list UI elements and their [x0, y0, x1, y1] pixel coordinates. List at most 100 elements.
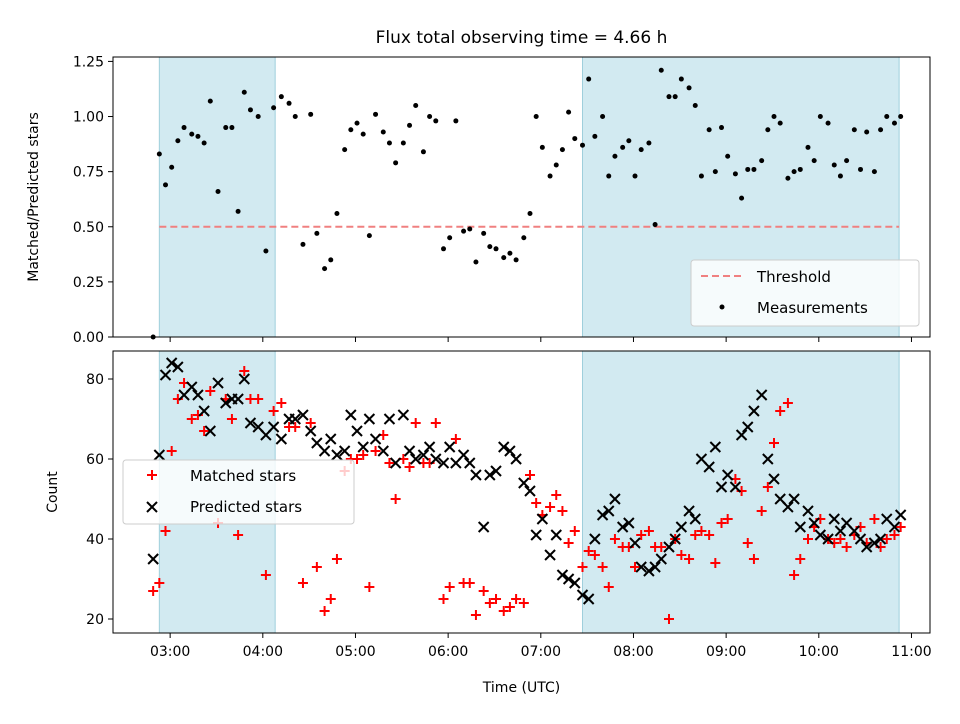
measurement-point: [328, 257, 334, 263]
predicted-star-point: [524, 485, 536, 497]
matched-star-point: [384, 458, 395, 468]
predicted-star-point-b: [840, 517, 853, 529]
predicted-star-point: [675, 521, 688, 533]
predicted-star-point: [267, 421, 280, 433]
matched-star-point: [643, 526, 654, 536]
predicted-star-point-b: [768, 473, 780, 485]
predicted-star-point-b: [544, 549, 556, 561]
predicted-star-point: [683, 505, 695, 517]
measurement-point: [626, 138, 632, 144]
matched-star-point: [154, 578, 165, 588]
predicted-star-point-b: [304, 425, 317, 437]
matched-star-point: [352, 454, 363, 464]
predicted-star-point-b: [297, 409, 309, 421]
predicted-star-point: [582, 593, 595, 605]
measurement-point: [493, 246, 499, 252]
predicted-star-point: [794, 521, 806, 533]
predicted-star-point-b: [417, 449, 430, 461]
predicted-star-point: [383, 413, 396, 425]
predicted-star-point: [669, 533, 681, 545]
predicted-star-point-b: [562, 573, 575, 585]
predicted-star-point: [275, 433, 288, 445]
predicted-star-point-b: [423, 441, 436, 453]
predicted-star-point: [232, 393, 244, 405]
predicted-star-point: [377, 445, 389, 457]
predicted-star-point: [409, 453, 422, 465]
predicted-star-point: [530, 529, 542, 541]
measurement-point: [777, 120, 783, 126]
ratio-axes-frame: [112, 56, 931, 338]
predicted-star-point-b: [669, 533, 681, 545]
count-panel: 20 40 60 80 03:00 04:00 05:00 06:00 07:00 08:00 0…: [45, 350, 932, 696]
observing-span-1: [158, 56, 276, 338]
measurement-point: [386, 140, 392, 146]
matched-star-point: [690, 530, 701, 540]
matched-star-point: [331, 554, 342, 564]
predicted-star-point-b: [721, 469, 734, 481]
matched-star-point: [239, 366, 250, 376]
predicted-star-point-b: [848, 525, 861, 537]
predicted-star-point: [635, 561, 647, 573]
count-ytick-label: 40: [86, 532, 104, 548]
measurement-point: [453, 118, 459, 124]
measurement-point: [672, 94, 678, 100]
predicted-star-point-b: [524, 485, 536, 497]
predicted-star-point-b: [220, 397, 232, 409]
predicted-star-point-b: [822, 533, 834, 545]
predicted-star-point: [484, 469, 496, 481]
predicted-star-point: [498, 441, 510, 453]
predicted-star-point: [689, 513, 701, 525]
predicted-star-point-b: [881, 513, 893, 525]
measurement-point: [751, 166, 757, 172]
predicted-star-point-b: [582, 593, 595, 605]
measurement-point: [513, 257, 519, 263]
predicted-star-point: [616, 521, 629, 533]
predicted-star-point: [629, 537, 641, 549]
predicted-star-point-b: [828, 513, 840, 525]
matched-star-point: [756, 506, 767, 516]
matched-star-point: [769, 438, 780, 448]
measurement-point: [156, 151, 162, 157]
predicted-star-point-b: [655, 553, 667, 565]
predicted-star-point: [504, 445, 516, 457]
matched-star-point: [511, 594, 522, 604]
predicted-star-point-b: [860, 541, 873, 553]
predicted-star-point: [822, 533, 834, 545]
measurement-point: [447, 235, 453, 241]
matched-star-point: [551, 490, 562, 500]
predicted-star-point-b: [383, 413, 396, 425]
matched-star-point: [636, 530, 647, 540]
predicted-star-point: [748, 405, 760, 417]
measurement-point: [686, 85, 692, 91]
predicted-star-point: [186, 381, 198, 393]
measurement-point: [884, 114, 890, 120]
count-xtick-label: 09:00: [706, 644, 746, 660]
predicted-star-point-b: [147, 553, 159, 565]
predicted-star-point-b: [357, 441, 369, 453]
legend-predicted-marker: [146, 501, 158, 513]
predicted-star-point-b: [556, 569, 569, 581]
measurement-point: [553, 162, 559, 168]
x-axis-label: Time (UTC): [482, 680, 560, 696]
predicted-star-point-b: [569, 577, 581, 589]
ratio-legend-box: [690, 259, 920, 327]
predicted-star-point-b: [808, 517, 820, 529]
measurement-point: [433, 118, 439, 124]
predicted-star-point-b: [244, 417, 257, 429]
predicted-star-point: [363, 413, 376, 425]
predicted-star-point: [768, 473, 780, 485]
measurement-point: [235, 208, 241, 214]
predicted-star-point-b: [689, 513, 701, 525]
measurement-point: [322, 266, 328, 272]
measurement-point: [592, 133, 598, 139]
predicted-star-point: [576, 589, 589, 601]
predicted-star-point-b: [675, 521, 688, 533]
matched-star-point: [802, 534, 813, 544]
measurement-point: [765, 127, 771, 133]
matched-star-point: [630, 562, 641, 572]
predicted-star-point-b: [318, 445, 331, 457]
predicted-star-point: [782, 501, 794, 513]
predicted-star-point-b: [443, 441, 456, 453]
measurement-point: [521, 235, 527, 241]
measurement-point: [420, 149, 426, 155]
